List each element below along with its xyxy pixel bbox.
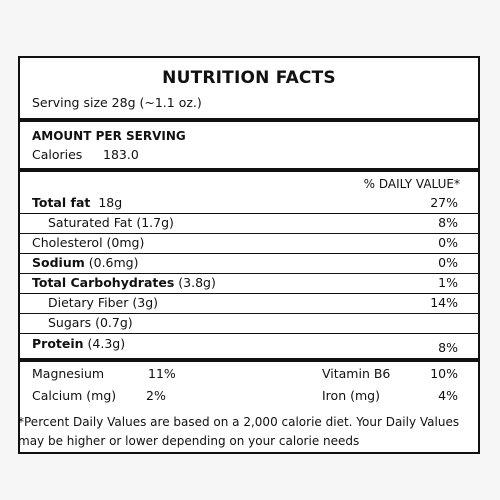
nutrient-daily-value: 8% xyxy=(438,215,458,230)
nutrient-name: Sugars xyxy=(48,315,92,330)
nutrient-amount: (3.8g) xyxy=(178,275,216,290)
mineral-name: Calcium (mg) xyxy=(32,388,117,403)
nutrient-row-dietary-fiber: Dietary Fiber (3g) 14% xyxy=(20,293,478,313)
row-divider xyxy=(20,273,478,274)
row-divider xyxy=(20,233,478,234)
nutrient-amount: (1.7g) xyxy=(136,215,174,230)
nutrient-name: Total fat xyxy=(32,195,91,210)
divider-thick xyxy=(20,118,478,122)
serving-size: Serving size 28g (~1.1 oz.) xyxy=(32,95,202,110)
nutrient-row-saturated-fat: Saturated Fat (1.7g) 8% xyxy=(20,213,478,233)
amount-per-serving-heading: AMOUNT PER SERVING xyxy=(32,129,186,143)
nutrient-amount: 18g xyxy=(98,195,123,210)
nutrient-daily-value: 8% xyxy=(438,340,458,355)
nutrient-name: Dietary Fiber xyxy=(48,295,129,310)
mineral-daily-value: 2% xyxy=(146,388,166,403)
mineral-daily-value: 11% xyxy=(148,366,176,381)
nutrient-name: Cholesterol xyxy=(32,235,103,250)
row-divider xyxy=(20,333,478,334)
row-divider xyxy=(20,293,478,294)
mineral-name: Magnesium xyxy=(32,366,105,381)
vitamin-daily-value: 10% xyxy=(430,366,458,381)
row-divider xyxy=(20,253,478,254)
nutrient-row-sodium: Sodium (0.6mg) 0% xyxy=(20,253,478,273)
daily-value-footnote: *Percent Daily Values are based on a 2,0… xyxy=(18,415,460,448)
nutrient-amount: (0.7g) xyxy=(95,315,133,330)
nutrient-row-sugars: Sugars (0.7g) xyxy=(20,313,478,333)
nutrient-row-total-carbohydrates: Total Carbohydrates (3.8g) 1% xyxy=(20,273,478,293)
nutrient-amount: (0.6mg) xyxy=(88,255,139,270)
nutrient-amount: (0mg) xyxy=(106,235,145,250)
vitamin-name: Vitamin B6 xyxy=(322,366,391,381)
nutrient-daily-value: 1% xyxy=(438,275,458,290)
nutrient-amount: (4.3g) xyxy=(87,336,126,351)
nutrient-daily-value: 14% xyxy=(430,295,458,310)
row-divider xyxy=(20,313,478,314)
nutrient-daily-value: 0% xyxy=(438,255,458,270)
nutrient-name: Sodium xyxy=(32,255,85,270)
divider-thick xyxy=(20,358,478,362)
nutrient-row-protein: Protein (4.3g) 8% xyxy=(20,334,478,355)
mineral-daily-value: 4% xyxy=(438,388,458,403)
calories-label: Calories xyxy=(32,147,83,162)
nutrient-amount: (3g) xyxy=(132,295,159,310)
nutrient-row-cholesterol: Cholesterol (0mg) 0% xyxy=(20,233,478,253)
daily-value-header: % DAILY VALUE* xyxy=(363,177,460,191)
nutrient-name: Protein xyxy=(32,336,84,351)
nutrition-facts-panel: NUTRITION FACTS Serving size 28g (~1.1 o… xyxy=(18,56,480,454)
nutrient-name: Total Carbohydrates xyxy=(32,275,175,290)
nutrient-daily-value: 0% xyxy=(438,235,458,250)
nutrient-daily-value: 27% xyxy=(430,195,458,210)
divider-thick xyxy=(20,168,478,172)
nutrient-name: Saturated Fat xyxy=(48,215,133,230)
calories-value: 183.0 xyxy=(103,147,139,162)
mineral-name: Iron (mg) xyxy=(322,388,380,403)
panel-title: NUTRITION FACTS xyxy=(162,68,336,88)
nutrient-row-total-fat: Total fat 18g 27% xyxy=(20,193,478,213)
row-divider xyxy=(20,213,478,214)
